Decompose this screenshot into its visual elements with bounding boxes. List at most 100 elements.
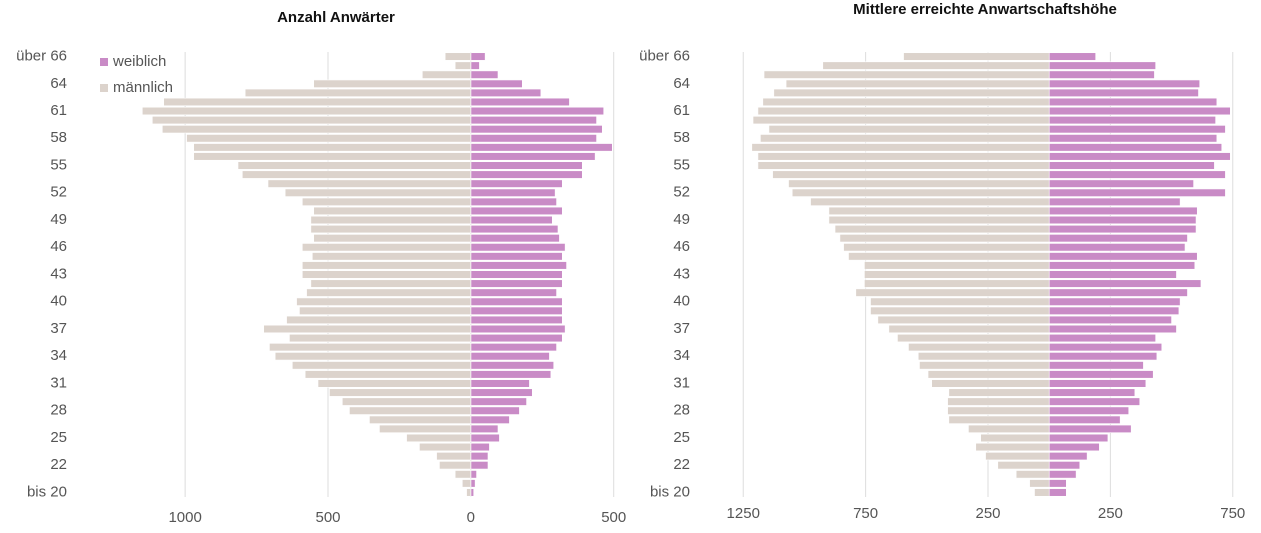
- bar: [306, 288, 472, 297]
- bar: [751, 143, 1050, 152]
- bar: [864, 279, 1050, 288]
- bar: [470, 306, 563, 315]
- bar: [310, 279, 472, 288]
- y-tick-label: 52: [673, 184, 690, 201]
- bar: [1048, 433, 1109, 443]
- y-tick-label: 43: [673, 265, 690, 282]
- y-tick-label: über 66: [16, 48, 67, 65]
- bar: [470, 452, 489, 461]
- y-tick-label: 25: [673, 429, 690, 446]
- bar: [1048, 306, 1180, 315]
- bar: [301, 243, 472, 252]
- bar: [470, 352, 550, 361]
- bar: [1048, 152, 1231, 161]
- bar: [1048, 143, 1223, 152]
- bar: [997, 461, 1050, 470]
- bar: [1015, 470, 1050, 479]
- bar: [406, 433, 472, 443]
- bar: [870, 297, 1050, 306]
- bar: [470, 188, 556, 197]
- y-tick-label: bis 20: [650, 483, 690, 500]
- bar: [349, 406, 472, 415]
- bar: [1048, 452, 1088, 461]
- bar: [470, 179, 563, 188]
- bar: [843, 243, 1050, 252]
- y-tick-label: 58: [50, 129, 67, 146]
- bar: [310, 224, 472, 234]
- bar: [791, 188, 1050, 197]
- bar: [1048, 170, 1226, 179]
- bar: [379, 424, 472, 434]
- bar: [828, 215, 1050, 225]
- bar: [968, 424, 1050, 434]
- bar: [310, 215, 472, 225]
- x-tick-label: 1000: [168, 509, 201, 526]
- bar: [1048, 97, 1218, 107]
- bar: [948, 415, 1050, 424]
- bar: [470, 97, 570, 107]
- x-tick-label: 750: [853, 505, 878, 522]
- y-tick-label: 22: [673, 456, 690, 473]
- bar: [888, 324, 1050, 334]
- bar: [1048, 279, 1202, 288]
- bar: [1048, 388, 1136, 397]
- bar: [470, 143, 613, 152]
- bar: [313, 79, 472, 88]
- bar: [454, 470, 472, 479]
- bar: [1048, 442, 1100, 452]
- y-tick-label: 49: [673, 211, 690, 228]
- bar: [1048, 297, 1181, 306]
- bar: [470, 125, 603, 134]
- bar: [419, 442, 472, 452]
- bar: [301, 270, 472, 279]
- bar: [1048, 215, 1197, 225]
- bar: [897, 333, 1050, 343]
- bar: [1048, 315, 1172, 325]
- bar: [947, 397, 1050, 406]
- bar: [291, 361, 472, 370]
- bar: [948, 388, 1050, 397]
- bar: [762, 97, 1050, 107]
- bar: [864, 270, 1050, 279]
- bar: [470, 315, 563, 325]
- bar: [773, 88, 1050, 97]
- bar: [301, 261, 472, 270]
- legend-label: männlich: [113, 79, 173, 96]
- bar: [470, 343, 557, 352]
- bar: [470, 61, 480, 70]
- bar: [313, 234, 472, 243]
- bar: [908, 343, 1050, 352]
- bar: [193, 143, 472, 152]
- bar: [757, 106, 1050, 116]
- bar: [444, 52, 472, 61]
- bar: [304, 370, 472, 379]
- y-tick-label: 46: [50, 238, 67, 255]
- bar: [241, 170, 472, 179]
- bar: [1048, 361, 1144, 370]
- bar: [193, 152, 472, 161]
- bar: [461, 479, 472, 488]
- bar: [317, 379, 472, 388]
- y-tick-label: 37: [673, 320, 690, 337]
- bar: [470, 297, 563, 306]
- legend-label: weiblich: [112, 53, 166, 70]
- bar: [1048, 179, 1194, 188]
- bar: [1048, 79, 1201, 88]
- bar: [470, 79, 523, 88]
- bar: [470, 388, 533, 397]
- bar: [313, 206, 472, 216]
- y-tick-label: 25: [50, 429, 67, 446]
- bar: [1048, 106, 1231, 116]
- bar: [470, 270, 563, 279]
- bar: [1048, 161, 1215, 170]
- bar: [470, 470, 477, 479]
- bar: [1048, 224, 1197, 234]
- bar: [1048, 125, 1226, 134]
- bar: [1048, 333, 1156, 343]
- bar: [785, 79, 1050, 88]
- bar: [237, 161, 472, 170]
- bar: [329, 388, 472, 397]
- bar: [470, 479, 476, 488]
